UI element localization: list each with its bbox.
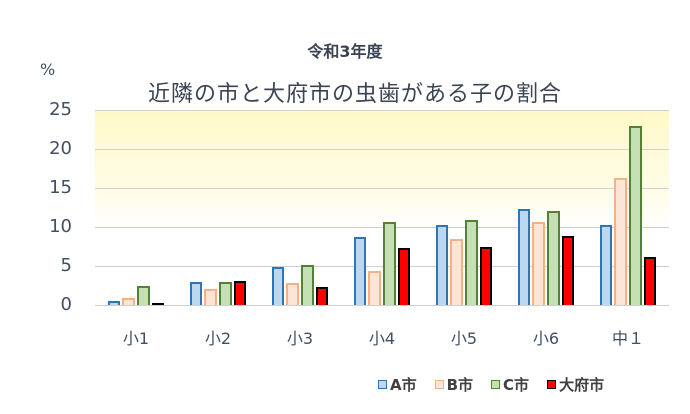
bar-B市-小2 [204,288,217,305]
bar-B市-中１ [614,177,627,305]
bar-C市-小5 [465,219,478,305]
legend-swatch-icon [547,380,557,389]
gridline [95,110,669,111]
gridline [95,149,669,150]
bar-大府市-小5 [479,247,493,305]
legend-label: A市 [390,376,417,394]
bar-大府市-小2 [233,280,247,305]
gridline [95,266,669,267]
bar-A市-小2 [189,282,203,305]
bar-大府市-中１ [643,256,657,305]
bar-A市-中１ [599,224,613,305]
x-tick-label: 小5 [450,329,478,348]
bar-A市-小6 [517,209,531,305]
y-tick-label: 15 [49,177,72,198]
legend-label: B市 [446,376,474,394]
bar-B市-小1 [122,297,135,305]
bar-C市-小6 [547,211,560,305]
x-tick-label: 小4 [368,329,396,348]
plot-area [95,110,669,306]
legend-item: 大府市 [547,374,604,395]
bar-大府市-小3 [315,287,329,305]
bar-B市-小4 [368,271,381,305]
bar-大府市-小1 [151,303,165,305]
bar-B市-小3 [286,283,299,305]
bar-B市-小5 [450,239,463,305]
bar-B市-小6 [532,222,545,305]
legend: A市 B市 C市 大府市 [378,374,604,395]
y-tick-label: 0 [60,294,72,315]
y-axis-unit-label: % [40,60,56,79]
legend-item: B市 [434,374,474,395]
legend-item: A市 [378,374,417,395]
bar-C市-小2 [219,281,232,305]
bar-A市-小3 [271,266,285,305]
chart-subtitle: 令和3年度 [307,42,383,61]
y-tick-label: 20 [49,138,72,159]
bar-C市-小1 [137,285,150,305]
gridline [95,305,669,306]
y-tick-label: 10 [49,216,72,237]
legend-swatch-icon [378,380,387,389]
gridline [95,227,669,228]
bar-C市-中１ [629,125,642,305]
bar-A市-小1 [107,301,121,305]
bar-series [95,110,669,305]
x-tick-label: 小1 [122,329,150,348]
bar-C市-小3 [301,265,314,305]
legend-swatch-icon [491,380,501,389]
x-tick-label: 中１ [611,329,644,348]
bar-A市-小4 [353,237,367,305]
legend-swatch-icon [434,380,444,389]
x-tick-label: 小6 [532,329,560,348]
bar-C市-小4 [383,222,396,305]
gridline [95,188,669,189]
bar-大府市-小4 [397,248,411,305]
y-tick-label: 25 [49,99,72,120]
legend-label: 大府市 [559,376,605,394]
x-tick-label: 小2 [204,329,232,348]
y-tick-label: 5 [60,255,72,276]
bar-A市-小5 [435,224,449,305]
x-tick-label: 小3 [286,329,314,348]
chart-title: 近隣の市と大府市の虫歯がある子の割合 [147,82,562,107]
bar-大府市-小6 [561,236,575,305]
legend-label: C市 [503,376,530,394]
legend-item: C市 [491,374,529,395]
